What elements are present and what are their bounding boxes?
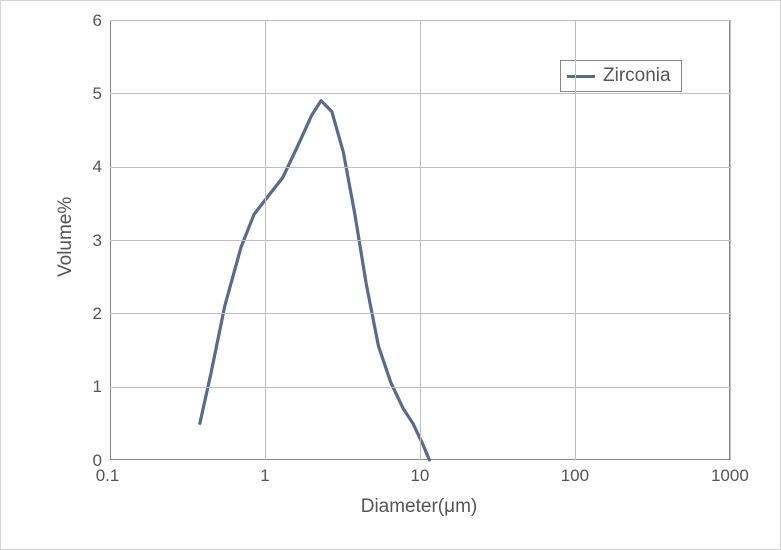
- x-tick-label: 10: [410, 466, 429, 486]
- gridline-v: [420, 20, 421, 460]
- legend-swatch: [567, 75, 595, 78]
- y-tick-label: 4: [93, 157, 102, 177]
- legend-label: Zirconia: [603, 65, 671, 87]
- y-tick-label: 3: [93, 231, 102, 251]
- y-axis-label: Volume%: [55, 197, 77, 277]
- x-tick-label: 100: [561, 466, 589, 486]
- y-tick-label: 2: [93, 304, 102, 324]
- chart-container: Volume% Diameter(μm) Zirconia 01234560.1…: [0, 0, 781, 550]
- gridline-v: [265, 20, 266, 460]
- y-tick-label: 5: [93, 84, 102, 104]
- x-tick-label: 1: [260, 466, 269, 486]
- x-axis-label: Diameter(μm): [361, 496, 478, 518]
- y-tick-label: 1: [93, 377, 102, 397]
- gridline-v: [730, 20, 731, 460]
- series-line: [200, 101, 430, 460]
- x-tick-label: 1000: [711, 466, 749, 486]
- legend: Zirconia: [560, 60, 682, 92]
- y-tick-label: 6: [93, 11, 102, 31]
- gridline-v: [575, 20, 576, 460]
- x-tick-label: 0.1: [96, 466, 120, 486]
